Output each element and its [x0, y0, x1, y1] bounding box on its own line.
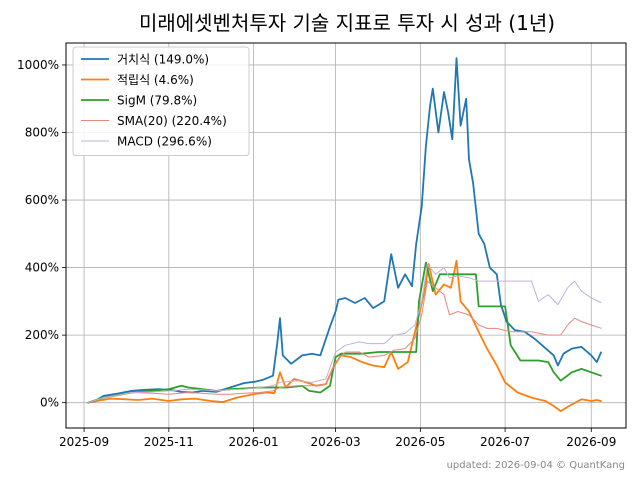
chart-title: 미래에셋벤처투자 기술 지표로 투자 시 성과 (1년) [139, 11, 555, 35]
x-tick-label: 2026-03 [311, 435, 361, 449]
x-tick-label: 2026-01 [229, 435, 279, 449]
series-line-4 [87, 263, 602, 404]
axes: 2025-09 2025-11 2026-01 2026-03 2026-05 2026-… [17, 58, 616, 449]
series-line-2 [87, 261, 602, 404]
legend-label: 적립식 (4.6%) [117, 73, 194, 87]
legend-label: SMA(20) (220.4%) [117, 114, 227, 128]
series-line-1 [87, 259, 602, 413]
plot-frame [65, 42, 627, 429]
legend-label: MACD (296.6%) [117, 135, 212, 149]
footer-credit: updated: 2026-09-04 © QuantKang [447, 460, 625, 471]
series-line-3 [87, 280, 602, 404]
y-tick-label: 600% [25, 193, 59, 207]
legend: 거치식 (149.0%) 적립식 (4.6%) SigM (79.8%) SMA(20… [72, 46, 250, 156]
series-lines [87, 57, 602, 413]
legend-label: SigM (79.8%) [117, 94, 197, 108]
legend-box [72, 46, 250, 156]
x-tick-label: 2026-05 [395, 435, 445, 449]
x-tick-label: 2026-09 [566, 435, 616, 449]
y-tick-label: 0% [40, 396, 59, 410]
x-tick-label: 2026-07 [480, 435, 530, 449]
y-tick-label: 200% [25, 328, 59, 342]
y-tick-label: 800% [25, 125, 59, 139]
y-tick-label: 1000% [17, 58, 59, 72]
legend-label: 거치식 (149.0%) [117, 53, 209, 67]
x-tick-label: 2025-09 [59, 435, 109, 449]
x-tick-label: 2025-11 [144, 435, 194, 449]
y-tick-label: 400% [25, 261, 59, 275]
grid [66, 43, 626, 428]
